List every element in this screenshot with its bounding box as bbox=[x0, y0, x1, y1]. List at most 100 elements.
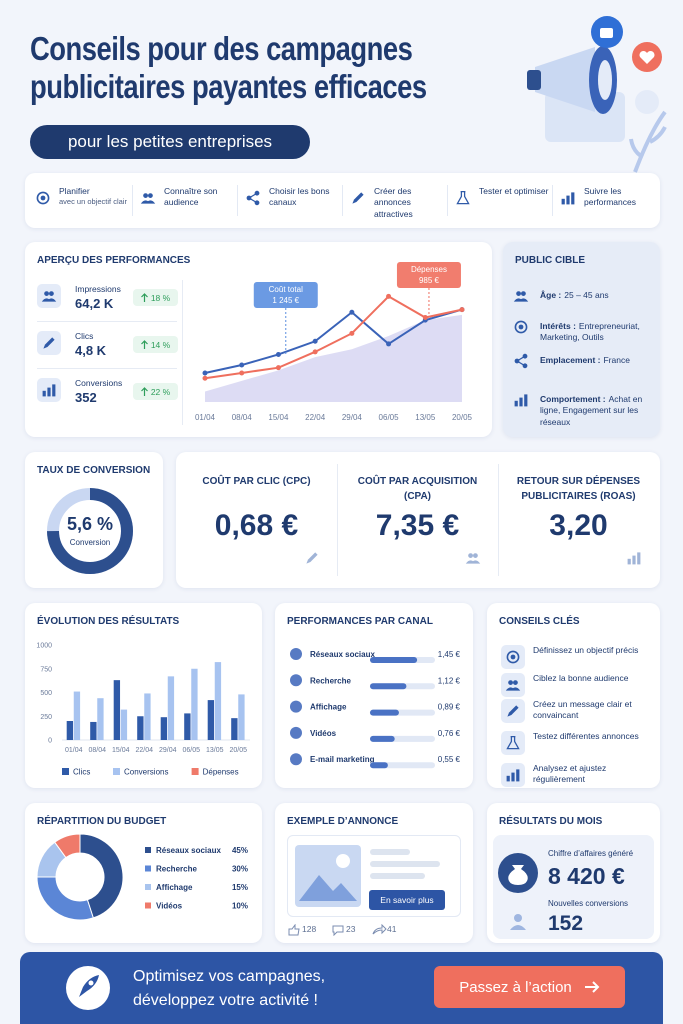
metric-title: COÛT PAR ACQUISITION (CPA) bbox=[357, 476, 478, 502]
kpi-change-text: 14 % bbox=[150, 339, 171, 350]
evolution-card: ÉVOLUTION DES RÉSULTATS 0 250 500 750 1000 01… bbox=[25, 603, 262, 788]
x-tick-label: 13/05 bbox=[206, 747, 224, 754]
kpi-change: 22 % bbox=[133, 383, 178, 400]
channel-name: Réseaux sociaux bbox=[310, 650, 375, 659]
card-title: RÉSULTATS DU MOIS bbox=[499, 816, 603, 827]
icon-glyph bbox=[36, 191, 50, 205]
bar bbox=[73, 691, 81, 740]
cta-label[interactable]: Passez à l’action bbox=[459, 978, 572, 996]
point bbox=[202, 370, 208, 376]
divider bbox=[182, 280, 183, 425]
channel-name: Affichage bbox=[310, 703, 347, 712]
point bbox=[239, 370, 245, 376]
x-tick-label: 15/04 bbox=[268, 413, 289, 422]
icon bbox=[245, 190, 261, 211]
icon bbox=[465, 550, 481, 571]
icon-glyph bbox=[41, 291, 57, 302]
point bbox=[312, 349, 318, 355]
kpi-change-text: 22 % bbox=[150, 386, 171, 397]
icon-glyph bbox=[506, 769, 520, 782]
point bbox=[239, 362, 245, 368]
channel-name: Recherche bbox=[310, 676, 351, 685]
icon bbox=[350, 190, 366, 211]
channel-icon bbox=[290, 674, 302, 687]
y-tick-label: 1000 bbox=[36, 643, 52, 650]
step-text: avec un objectif clair bbox=[59, 197, 127, 207]
icon-glyph bbox=[506, 650, 520, 664]
card-title: PUBLIC CIBLE bbox=[515, 255, 585, 266]
bar bbox=[144, 693, 151, 740]
separator bbox=[552, 185, 553, 216]
channel-icon bbox=[290, 700, 302, 713]
separator bbox=[237, 185, 238, 216]
bar bbox=[184, 713, 191, 740]
metric-title: RETOUR SUR DÉPENSES PUBLICITAIRES (ROAS) bbox=[516, 476, 641, 502]
bar bbox=[370, 683, 407, 690]
audience-item: Emplacement : France bbox=[540, 355, 652, 366]
point bbox=[386, 341, 392, 347]
people-icon bbox=[510, 914, 526, 930]
step: Connaître son audience bbox=[164, 186, 236, 209]
icon bbox=[513, 392, 529, 413]
bar bbox=[370, 735, 395, 742]
up-arrow bbox=[140, 387, 148, 396]
window bbox=[88, 980, 94, 986]
icon-box bbox=[37, 284, 61, 308]
legend-label: Affichage bbox=[156, 883, 193, 892]
icon-glyph bbox=[465, 553, 481, 564]
card-title: APERÇU DES PERFORMANCES bbox=[37, 255, 191, 266]
icon-box bbox=[501, 731, 525, 755]
cta-button[interactable]: Passez à l’action bbox=[434, 966, 625, 1008]
metric-value: 7,35 € bbox=[375, 509, 460, 542]
channel-name: E-mail marketing bbox=[310, 755, 375, 764]
icon bbox=[304, 550, 320, 571]
separator bbox=[337, 464, 338, 576]
kpi-value: 64,2 K bbox=[75, 296, 114, 311]
results-card: RÉSULTATS DU MOIS Chiffre d’affaires gén… bbox=[487, 803, 660, 943]
channel-card: PERFORMANCES PAR CANAL Réseaux sociaux 1,… bbox=[275, 603, 473, 788]
x-tick-label: 06/05 bbox=[182, 747, 200, 754]
bar bbox=[97, 698, 104, 740]
donut-segment bbox=[36, 876, 94, 921]
ad-button[interactable]: En savoir plus bbox=[369, 890, 445, 910]
annotation-label: 985 € bbox=[419, 276, 440, 285]
conversions: 152 bbox=[548, 912, 584, 935]
step-title: Créer des annonces attractives bbox=[374, 186, 413, 219]
bar bbox=[137, 716, 144, 740]
bar-chart: 0 250 500 750 1000 01/04 08/04 15/04 22/04 29/04 0… bbox=[36, 643, 250, 777]
head bbox=[514, 914, 522, 922]
conversion-card: TAUX DE CONVERSION 5,6 % Conversion bbox=[25, 452, 163, 588]
x-tick-label: 15/04 bbox=[112, 747, 130, 754]
audience-item: Comportement : Achat en ligne, Engagement… bbox=[540, 394, 652, 428]
likes: 128 bbox=[302, 924, 317, 934]
point bbox=[459, 307, 465, 313]
annotation-title: Dépenses bbox=[411, 265, 447, 274]
icon-glyph bbox=[514, 320, 528, 334]
audience-label: Emplacement : bbox=[540, 355, 601, 365]
icon-glyph bbox=[456, 190, 470, 205]
bar bbox=[160, 717, 168, 740]
card-title: RÉPARTITION DU BUDGET bbox=[37, 816, 167, 827]
megaphone-inner bbox=[598, 60, 612, 100]
kpi-change: 14 % bbox=[133, 336, 178, 353]
value-label: 1,12 € bbox=[438, 676, 461, 685]
line bbox=[204, 308, 463, 374]
metric-title: COÛT PAR CLIC (CPC) bbox=[202, 476, 311, 487]
tip: Ciblez la bonne audience bbox=[533, 673, 629, 683]
value-label: 15% bbox=[232, 883, 248, 892]
money-bag bbox=[508, 865, 528, 885]
bar bbox=[120, 709, 128, 740]
point bbox=[275, 351, 281, 357]
step: Tester et optimiser bbox=[479, 186, 551, 197]
mountains bbox=[299, 875, 357, 901]
y-tick-label: 500 bbox=[40, 690, 52, 697]
step-title: Connaître son audience bbox=[164, 186, 218, 208]
kpi-value: 4,8 K bbox=[75, 343, 107, 358]
icon-glyph bbox=[306, 552, 318, 564]
icon bbox=[513, 319, 529, 340]
separator bbox=[447, 185, 448, 216]
legend-swatch bbox=[145, 884, 151, 890]
legend-label: Conversions bbox=[124, 768, 168, 777]
icon-glyph bbox=[514, 353, 528, 369]
